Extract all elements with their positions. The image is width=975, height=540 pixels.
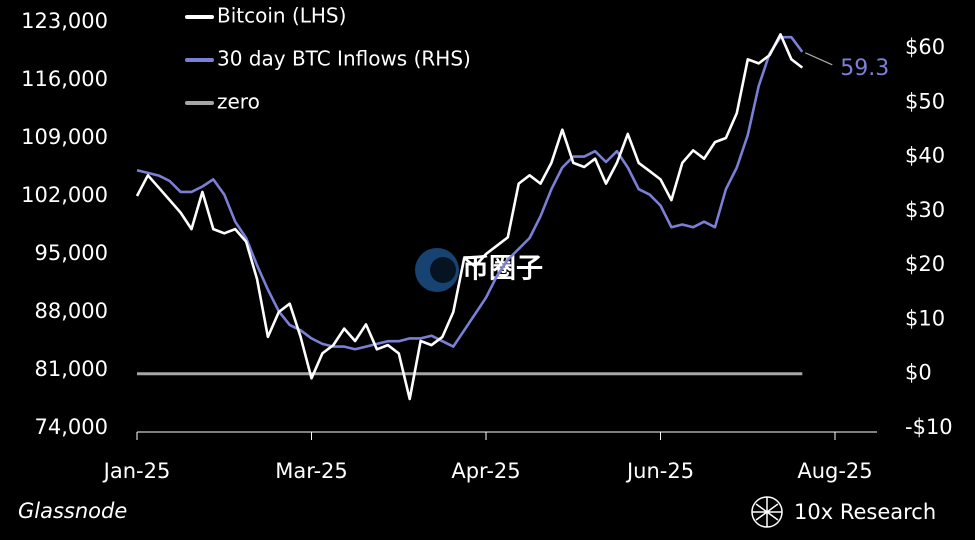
y2-tick-label: $40	[905, 144, 945, 168]
y-tick-label: 102,000	[21, 183, 108, 207]
x-tick-label: Aug-25	[797, 459, 872, 483]
label-connector	[805, 52, 833, 66]
y-tick-label: 74,000	[35, 415, 108, 439]
y-tick-label: 95,000	[35, 241, 108, 265]
y2-tick-label: $60	[905, 35, 945, 59]
x-tick-label: Jan-25	[102, 459, 171, 483]
value-label: 59.3	[840, 56, 889, 81]
y-tick-label: 123,000	[21, 9, 108, 33]
y2-tick-label: $50	[905, 89, 945, 113]
y2-tick-label: -$10	[905, 415, 953, 439]
series-line	[135, 33, 804, 401]
brand-logo	[751, 496, 783, 528]
brand: 10x Research	[794, 500, 936, 524]
x-tick-label: Mar-25	[275, 459, 348, 483]
y-tick-label: 109,000	[21, 125, 108, 149]
y-tick-label: 88,000	[35, 299, 108, 323]
series-line	[136, 35, 804, 351]
watermark-logo	[415, 248, 459, 292]
y2-tick-label: $10	[905, 306, 945, 330]
y2-tick-label: $20	[905, 252, 945, 276]
legend-label: Bitcoin (LHS)	[217, 4, 346, 28]
y2-tick-label: $0	[905, 361, 932, 385]
x-tick-label: Jun-25	[625, 459, 694, 483]
source: Glassnode	[18, 499, 127, 523]
y2-tick-label: $30	[905, 198, 945, 222]
legend-label: zero	[217, 90, 260, 114]
x-tick-label: Apr-25	[451, 459, 520, 483]
y-tick-label: 116,000	[21, 67, 108, 91]
legend-label: 30 day BTC Inflows (RHS)	[217, 47, 471, 71]
y-tick-label: 81,000	[35, 357, 108, 381]
